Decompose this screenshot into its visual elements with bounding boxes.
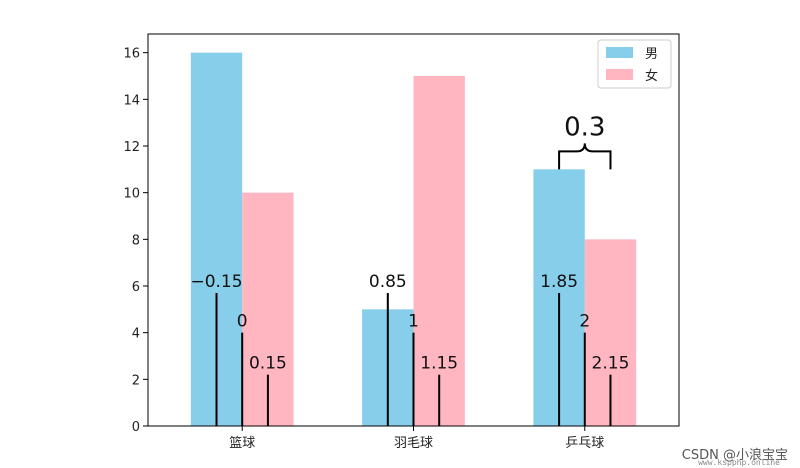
legend-label-1: 女 (645, 68, 658, 84)
annotation-label-7: 2 (579, 312, 590, 332)
x-tick-label-0: 篮球 (229, 436, 255, 451)
y-tick-label-2: 4 (132, 327, 140, 342)
brace-label: 0.3 (564, 112, 605, 142)
annotation-label-3: 0.85 (369, 272, 407, 292)
annotation-label-6: 1.85 (540, 272, 578, 292)
annotation-label-5: 1.15 (420, 354, 458, 374)
x-tick-label-2: 乒乓球 (565, 436, 604, 451)
watermark: CSDN @小浪宝宝 (681, 448, 788, 463)
legend: 男女 (597, 39, 672, 89)
annotation-label-4: 1 (408, 312, 419, 332)
brace-shape (558, 143, 612, 170)
y-tick-label-1: 2 (132, 373, 140, 388)
y-tick-label-0: 0 (132, 420, 140, 435)
annotation-lines-group (215, 293, 612, 426)
y-tick-label-7: 14 (123, 93, 140, 108)
y-tick-label-5: 10 (123, 187, 140, 202)
annotation-label-0: −0.15 (190, 272, 242, 292)
legend-swatch-1 (606, 69, 633, 80)
annotation-label-2: 0.15 (249, 354, 287, 374)
y-tick-label-8: 16 (123, 47, 140, 62)
annotation-label-1: 0 (237, 312, 248, 332)
annotation-label-8: 2.15 (592, 354, 630, 374)
legend-swatch-0 (606, 47, 633, 58)
watermark-sub: www.kspphp.online (698, 458, 780, 467)
bars-group (190, 52, 637, 427)
y-tick-label-4: 8 (132, 233, 140, 248)
legend-label-0: 男 (645, 47, 658, 62)
x-tick-label-1: 羽毛球 (394, 436, 433, 451)
y-tick-label-6: 12 (123, 140, 140, 155)
annotation-labels-group: −0.15 0 0.15 0.851 1.15 1.852 2.15 (190, 272, 629, 374)
y-tick-label-3: 6 (132, 280, 140, 295)
brace-annotation: 0.3 (558, 112, 612, 170)
bar-female-1 (413, 76, 465, 426)
